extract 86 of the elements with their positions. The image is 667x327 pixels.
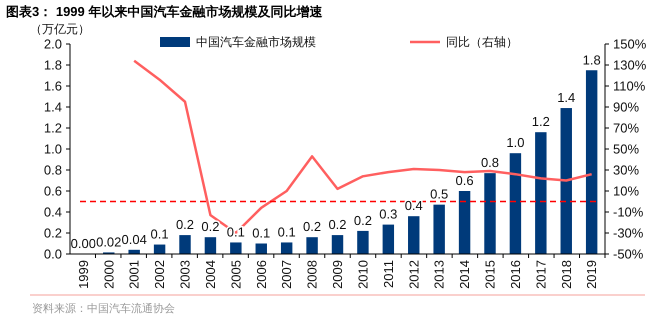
x-tick-label: 2015 — [482, 260, 498, 289]
x-tick-label: 2006 — [254, 260, 269, 289]
bar — [256, 244, 267, 254]
y-tick-label: 0.8 — [44, 162, 62, 178]
x-tick-label: 2012 — [406, 260, 422, 289]
y2-tick-label: -10% — [613, 204, 644, 220]
x-tick-label: 2014 — [457, 260, 472, 289]
x-tick-label: 2013 — [432, 260, 447, 289]
bar — [408, 216, 420, 254]
data-label: 1.0 — [506, 135, 524, 150]
x-tick-label: 2004 — [202, 260, 218, 289]
y-tick-label: 0.2 — [44, 226, 62, 241]
bar — [179, 235, 191, 254]
data-label: 0.6 — [456, 173, 474, 188]
data-label: 1.2 — [532, 114, 550, 130]
y-tick-label: 1.8 — [44, 58, 62, 73]
data-label: 0.2 — [201, 219, 220, 234]
x-tick-label: 2007 — [279, 260, 294, 289]
bar — [560, 108, 572, 254]
y2-tick-label: 10% — [613, 184, 640, 199]
x-tick-label: 2016 — [508, 260, 523, 289]
x-tick-label: 2017 — [533, 260, 548, 289]
x-tick-label: 2001 — [126, 260, 142, 289]
y2-tick-label: -50% — [613, 246, 644, 262]
legend-label: 中国汽车金融市场规模 — [196, 35, 316, 50]
y-tick-label: 2.0 — [44, 36, 62, 52]
x-tick-label: 2010 — [355, 260, 370, 289]
legend-label: 同比（右轴） — [446, 35, 518, 50]
x-tick-label: 1999 — [76, 260, 91, 289]
data-label: 0.02 — [96, 234, 122, 250]
y2-tick-label: -30% — [613, 226, 644, 241]
data-label: 0.00 — [70, 236, 96, 251]
y2-tick-label: 70% — [613, 120, 640, 136]
bar — [154, 244, 166, 254]
data-label: 0.2 — [354, 212, 372, 228]
bar — [510, 153, 522, 254]
y2-tick-label: 110% — [613, 78, 646, 94]
y2-tick-label: 90% — [613, 100, 640, 115]
x-tick-label: 2011 — [380, 260, 396, 288]
y-tick-label: 1.2 — [44, 120, 62, 136]
bar — [458, 191, 470, 254]
data-label: 0.5 — [430, 186, 448, 202]
data-label: 0.1 — [150, 226, 169, 242]
x-tick-label: 2002 — [152, 260, 168, 289]
data-label: 0.04 — [122, 232, 147, 247]
data-label: 0.4 — [404, 198, 423, 214]
y2-tick-label: 30% — [613, 162, 640, 178]
data-label: 0.2 — [176, 217, 194, 232]
bar — [332, 235, 344, 254]
data-label: 0.1 — [278, 224, 296, 240]
data-label: 1.8 — [582, 52, 601, 68]
data-label: 0.2 — [328, 217, 347, 232]
y2-tick-label: 150% — [613, 36, 647, 52]
y-axis-title: （万亿元） — [30, 22, 90, 36]
x-tick-label: 2000 — [101, 260, 116, 289]
data-label: 0.1 — [252, 226, 270, 240]
y-tick-label: 1.0 — [44, 142, 62, 157]
chart-title: 图表3： 1999 年以来中国汽车金融市场规模及同比增速 — [6, 4, 324, 19]
bar — [280, 242, 292, 254]
text: 资料来源：中国汽车流通协会 — [32, 302, 175, 315]
bar — [586, 70, 598, 254]
bar — [230, 242, 242, 254]
bar — [204, 237, 216, 254]
x-tick-label: 2005 — [228, 260, 244, 289]
data-label: 0.3 — [379, 206, 398, 222]
bar — [484, 173, 496, 254]
bar — [433, 204, 445, 254]
data-label: 0.8 — [480, 155, 500, 170]
data-label: 1.4 — [557, 90, 576, 106]
y-tick-label: 0.0 — [44, 246, 62, 262]
x-tick-label: 2009 — [330, 260, 346, 289]
bar — [357, 230, 369, 254]
y-tick-label: 0.4 — [44, 204, 62, 220]
y-tick-label: 0.6 — [44, 184, 62, 199]
x-tick-label: 2003 — [178, 260, 193, 289]
x-tick-label: 2018 — [558, 260, 574, 289]
x-tick-label: 2019 — [584, 260, 600, 289]
data-label: 0.2 — [303, 219, 322, 234]
y-tick-label: 1.6 — [44, 78, 62, 94]
x-tick-label: 2008 — [304, 260, 320, 289]
bar — [535, 132, 547, 254]
bar — [306, 237, 318, 254]
y2-tick-label: 130% — [613, 58, 647, 73]
bar — [382, 224, 394, 254]
y-tick-label: 1.4 — [44, 100, 62, 115]
y2-tick-label: 50% — [613, 142, 640, 157]
